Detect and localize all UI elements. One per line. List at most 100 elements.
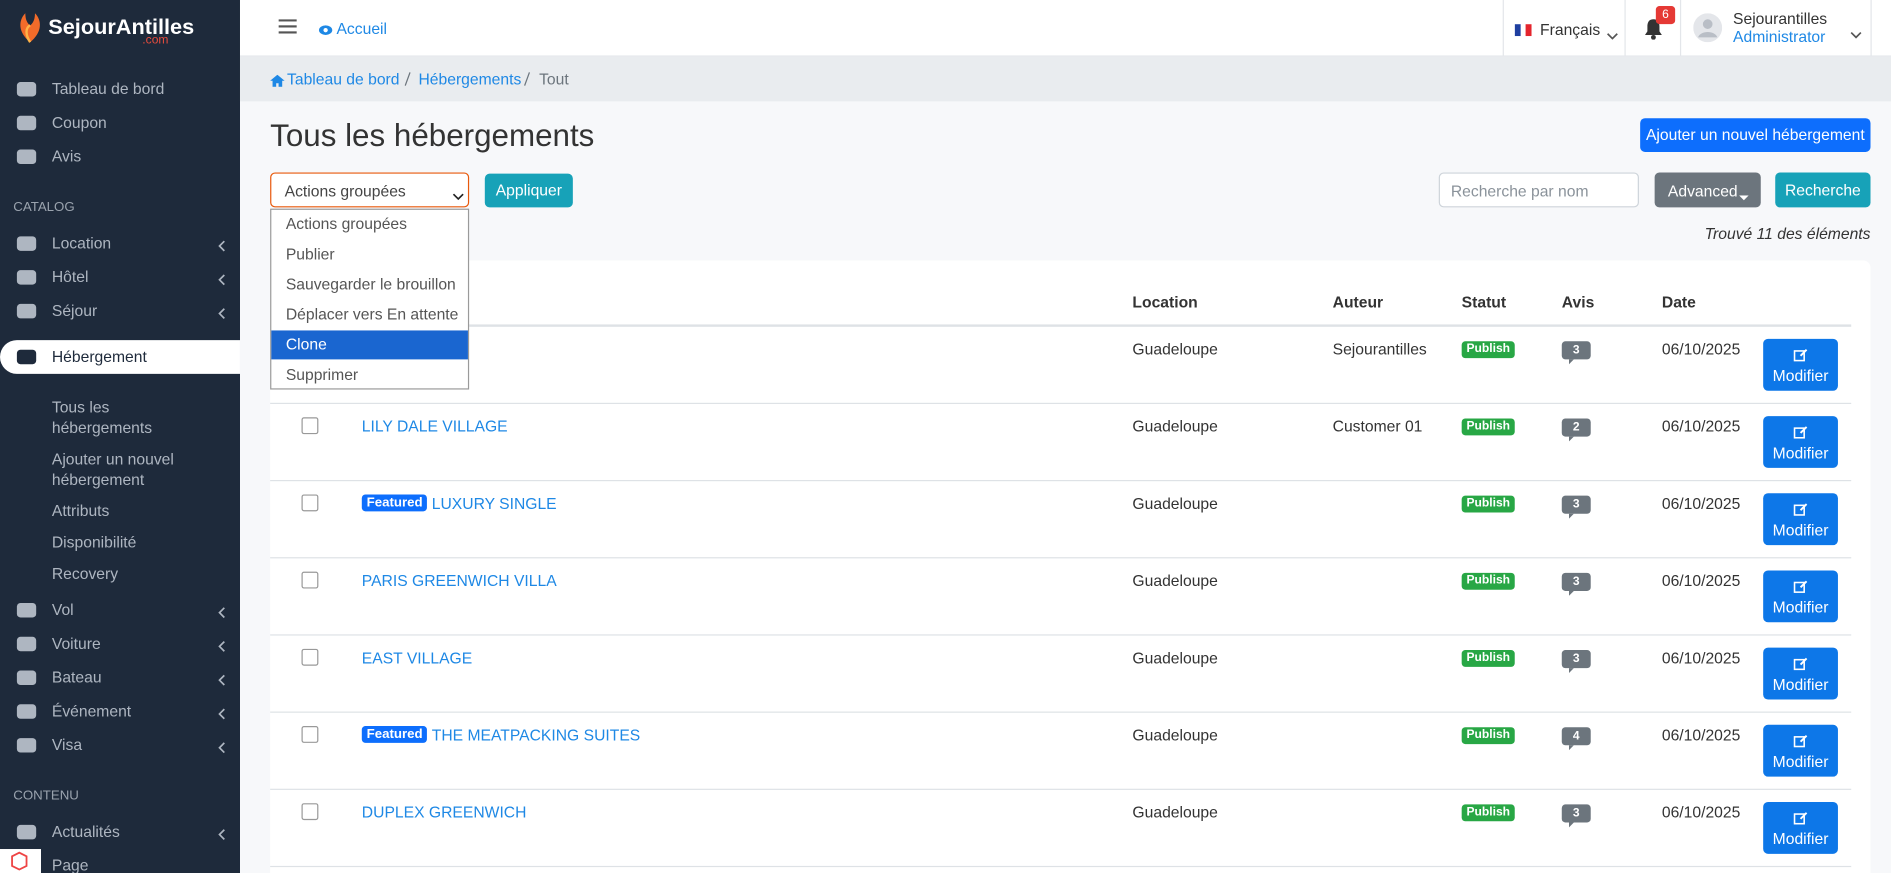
nav-icon <box>16 824 38 845</box>
status-badge: Publish <box>1461 418 1515 436</box>
user-name[interactable]: Sejourantilles <box>1733 9 1828 28</box>
nav-item[interactable]: Tableau de bord <box>51 79 165 98</box>
row-location: Guadeloupe <box>1132 417 1218 436</box>
row-name[interactable]: EAST VILLAGE <box>361 648 473 667</box>
row-location: Guadeloupe <box>1132 494 1218 513</box>
row-checkbox[interactable] <box>301 726 319 743</box>
icon-shape <box>1739 195 1749 201</box>
row-checkbox[interactable] <box>301 571 319 589</box>
edit-button[interactable]: Modifier <box>1763 570 1838 623</box>
row-location: Guadeloupe <box>1132 340 1218 359</box>
nav-item[interactable]: Hébergement <box>51 347 147 366</box>
row-name[interactable]: THE MEATPACKING SUITES <box>431 726 641 745</box>
edit-button[interactable]: Modifier <box>1763 338 1838 391</box>
icon-shape <box>1793 349 1808 362</box>
nav-item[interactable]: Actualités <box>51 822 120 841</box>
row-checkbox[interactable] <box>301 417 319 435</box>
nav-item[interactable]: Séjour <box>51 301 98 320</box>
edit-button[interactable]: Modifier <box>1763 724 1838 777</box>
icon-shape <box>16 670 37 686</box>
status-badge: Publish <box>1461 727 1515 745</box>
row-rule <box>270 788 1852 790</box>
nav-item[interactable]: Voiture <box>51 634 101 653</box>
icon-shape <box>1793 580 1808 593</box>
nav-item[interactable]: Visa <box>51 735 83 754</box>
edit-label: Modifier <box>1772 752 1829 771</box>
icon-shape <box>16 636 37 652</box>
breadcrumb-link[interactable]: Tableau de bord <box>287 69 400 89</box>
bulk-option[interactable]: Clone <box>271 330 468 360</box>
nav-subitem[interactable]: Tous les hébergements <box>51 397 153 436</box>
bulk-option[interactable]: Déplacer vers En attente <box>285 305 459 324</box>
review-count: 2 <box>1561 418 1591 442</box>
language[interactable]: Français <box>1540 20 1601 39</box>
icon-shape <box>404 72 411 86</box>
bulk-option[interactable]: Publier <box>285 244 335 263</box>
row-name[interactable]: DUPLEX GREENWICH <box>361 803 527 822</box>
icon-shape <box>16 824 37 840</box>
icon-shape <box>16 115 37 131</box>
nav-item[interactable]: Location <box>51 233 112 253</box>
nav-item[interactable]: Vol <box>51 600 74 619</box>
search-input[interactable]: Recherche par nom <box>1438 172 1639 208</box>
edit-button[interactable]: Modifier <box>1763 416 1838 468</box>
icon-shape <box>0 849 42 873</box>
bulk-option[interactable]: Actions groupées <box>285 214 407 233</box>
review-count: 4 <box>1561 727 1591 751</box>
icon-shape <box>1793 658 1805 671</box>
column-header: Date <box>1661 293 1696 312</box>
icon-shape <box>452 193 464 201</box>
search-button[interactable]: Recherche <box>1775 172 1871 208</box>
icon-shape <box>1793 736 1805 748</box>
user-role: Administrator <box>1733 27 1826 46</box>
edit-button[interactable]: Modifier <box>1763 493 1838 546</box>
row-rule <box>270 634 1852 636</box>
nav-icon <box>16 703 38 724</box>
nav-item[interactable]: Bateau <box>51 668 102 687</box>
nav-subitem[interactable]: Recovery <box>51 563 119 582</box>
bulk-select-caret <box>452 186 464 204</box>
advanced-button[interactable]: Advanced <box>1654 172 1761 208</box>
page-title: Tous les hébergements <box>270 116 595 154</box>
icon-shape <box>218 274 225 286</box>
row-name[interactable]: PARIS GREENWICH VILLA <box>361 571 557 590</box>
row-author: Sejourantilles <box>1332 340 1427 359</box>
icon-shape <box>20 13 40 43</box>
nav-icon <box>16 669 38 690</box>
row-checkbox[interactable] <box>301 803 319 821</box>
row-name[interactable]: LILY DALE VILLAGE <box>361 417 508 436</box>
icon-shape <box>25 24 32 43</box>
row-name[interactable]: LUXURY SINGLE <box>431 494 557 513</box>
nav-item[interactable]: Événement <box>51 701 132 720</box>
row-rule <box>270 711 1852 713</box>
nav-subitem[interactable]: Ajouter un nouvel hébergement <box>51 449 174 488</box>
nav-item[interactable]: Page <box>51 856 89 873</box>
bulk-option[interactable]: Sauvegarder le brouillon <box>285 274 456 294</box>
row-checkbox[interactable] <box>301 648 319 666</box>
add-button[interactable]: Ajouter un nouvel hébergement <box>1640 118 1871 152</box>
edit-button[interactable]: Modifier <box>1763 647 1838 700</box>
edit-icon <box>1793 579 1808 597</box>
nav-item[interactable]: Coupon <box>51 113 107 132</box>
icon-shape <box>318 25 333 35</box>
bulk-select[interactable]: Actions groupées <box>270 172 470 208</box>
icon-shape <box>1799 426 1808 434</box>
icon-shape <box>1702 19 1713 29</box>
nav-item[interactable]: Avis <box>51 147 82 166</box>
icon-shape <box>1793 581 1805 593</box>
edit-button[interactable]: Modifier <box>1763 801 1838 854</box>
row-checkbox[interactable] <box>301 494 319 512</box>
review-count: 3 <box>1561 650 1591 673</box>
breadcrumb-bar <box>239 56 1891 102</box>
nav-subitem[interactable]: Disponibilité <box>51 532 137 551</box>
bulk-option[interactable]: Supprimer <box>285 365 359 384</box>
home-link[interactable]: Accueil <box>336 19 388 38</box>
icon-shape <box>1514 24 1532 37</box>
apply-button[interactable]: Appliquer <box>484 173 573 208</box>
breadcrumb-link[interactable]: Hébergements <box>418 69 522 89</box>
nav-item[interactable]: Hôtel <box>51 267 89 286</box>
bulk-menu: Actions groupées Publier Sauvegarder le br… <box>270 208 470 390</box>
notification-count: 6 <box>1655 6 1676 25</box>
icon-shape <box>16 603 37 618</box>
nav-subitem[interactable]: Attributs <box>51 501 110 520</box>
